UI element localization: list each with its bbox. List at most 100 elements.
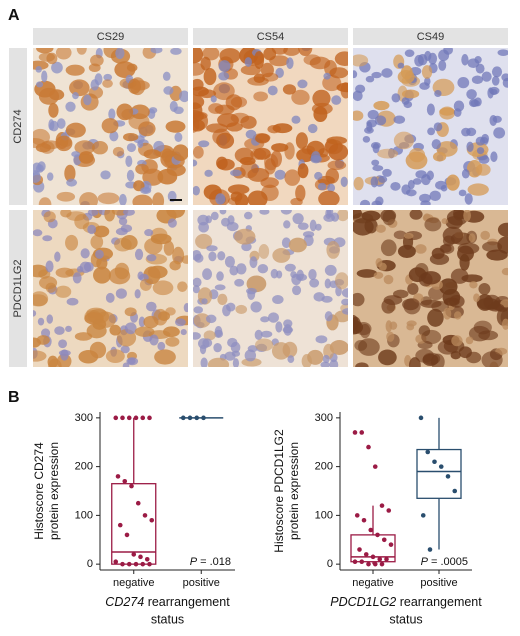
nucleus [302, 231, 315, 238]
nucleus [406, 323, 415, 331]
stained-membrane [420, 299, 442, 308]
nucleus [87, 224, 97, 235]
data-point [425, 449, 431, 455]
nucleus [153, 140, 165, 153]
stained-membrane [234, 193, 249, 205]
nucleus [33, 229, 43, 237]
nucleus [355, 84, 366, 94]
data-point [124, 532, 130, 538]
nucleus [466, 89, 477, 100]
stained-membrane [312, 89, 331, 108]
stained-membrane [112, 146, 125, 157]
stained-membrane [439, 244, 452, 253]
stained-membrane [65, 122, 86, 138]
stained-membrane [55, 285, 72, 298]
nucleus [56, 118, 66, 129]
data-point [126, 415, 132, 421]
nucleus [232, 358, 240, 367]
stained-membrane [284, 169, 301, 186]
nucleus [72, 272, 82, 284]
data-point [379, 503, 385, 508]
data-point [427, 547, 433, 552]
stained-membrane [297, 163, 309, 179]
data-point [140, 415, 146, 421]
nucleus [381, 68, 393, 78]
stained-membrane [139, 278, 152, 291]
nucleus [260, 330, 273, 338]
nucleus [193, 250, 202, 261]
x-tick-label: negative [352, 577, 394, 589]
stained-membrane [288, 237, 307, 253]
nucleus [370, 141, 381, 149]
data-point [140, 561, 146, 567]
data-point [180, 415, 186, 421]
nucleus [149, 334, 159, 346]
nucleus [193, 332, 201, 340]
nucleus [230, 341, 241, 353]
nucleus [33, 172, 41, 183]
nucleus [284, 263, 296, 272]
stained-membrane [271, 143, 289, 152]
nucleus [37, 317, 45, 326]
nucleus [403, 232, 414, 239]
nucleus [426, 103, 435, 116]
stained-membrane [90, 234, 104, 250]
nucleus [125, 155, 133, 167]
stained-membrane [408, 357, 421, 367]
data-point [133, 415, 139, 421]
y-axis-label: Histoscore PDCD1LG2 [272, 429, 286, 553]
nucleus [150, 48, 163, 54]
y-tick-label: 100 [315, 509, 333, 521]
nucleus [33, 310, 37, 317]
stained-membrane [380, 239, 397, 257]
nucleus [283, 324, 293, 336]
nucleus [429, 190, 441, 202]
data-point [418, 415, 424, 421]
stained-membrane [230, 112, 250, 124]
data-point [359, 559, 365, 565]
nucleus [317, 182, 327, 191]
nucleus [216, 271, 224, 282]
stained-membrane [270, 150, 282, 168]
nucleus [491, 66, 503, 78]
stained-membrane [261, 184, 279, 202]
data-point [420, 513, 426, 518]
stained-membrane [422, 353, 439, 366]
y-tick-label: 200 [315, 461, 333, 473]
stained-membrane [69, 79, 90, 97]
nucleus [419, 193, 431, 203]
stained-membrane [169, 260, 181, 271]
stained-membrane [48, 358, 62, 367]
column-header-bg [193, 28, 348, 45]
nucleus [307, 123, 318, 134]
stained-membrane [255, 133, 270, 144]
stained-membrane [475, 163, 491, 176]
nucleus [244, 349, 257, 362]
nucleus [46, 172, 54, 181]
data-point [144, 556, 150, 562]
nucleus [353, 70, 358, 79]
stained-membrane [393, 230, 407, 240]
stained-membrane [177, 281, 188, 292]
stained-membrane [358, 338, 380, 356]
stained-membrane [427, 308, 444, 327]
nucleus [72, 92, 79, 100]
nucleus [297, 222, 309, 230]
nucleus [94, 73, 103, 86]
stained-membrane [138, 121, 156, 137]
stained-membrane [318, 190, 340, 205]
stained-membrane [397, 69, 415, 84]
stained-membrane [397, 244, 416, 258]
nucleus [268, 312, 279, 323]
stained-membrane [216, 156, 228, 170]
stained-membrane [421, 65, 433, 79]
nucleus [324, 311, 333, 322]
stained-membrane [193, 313, 211, 328]
nucleus [359, 199, 371, 205]
nucleus [283, 220, 291, 229]
x-axis-label: status [151, 612, 184, 626]
stained-membrane [382, 210, 396, 226]
data-point [147, 415, 152, 421]
nucleus [476, 147, 485, 155]
